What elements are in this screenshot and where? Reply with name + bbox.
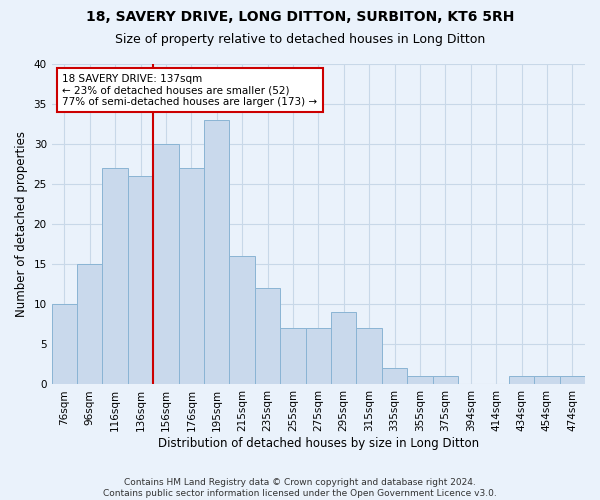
- Bar: [229, 256, 255, 384]
- Bar: [153, 144, 179, 384]
- Bar: [534, 376, 560, 384]
- Text: 18, SAVERY DRIVE, LONG DITTON, SURBITON, KT6 5RH: 18, SAVERY DRIVE, LONG DITTON, SURBITON,…: [86, 10, 514, 24]
- Bar: [280, 328, 305, 384]
- Bar: [407, 376, 433, 384]
- Bar: [128, 176, 153, 384]
- Bar: [560, 376, 585, 384]
- Bar: [433, 376, 458, 384]
- Bar: [52, 304, 77, 384]
- Bar: [103, 168, 128, 384]
- Text: Size of property relative to detached houses in Long Ditton: Size of property relative to detached ho…: [115, 32, 485, 46]
- Text: Contains HM Land Registry data © Crown copyright and database right 2024.
Contai: Contains HM Land Registry data © Crown c…: [103, 478, 497, 498]
- Bar: [331, 312, 356, 384]
- Bar: [356, 328, 382, 384]
- Text: 18 SAVERY DRIVE: 137sqm
← 23% of detached houses are smaller (52)
77% of semi-de: 18 SAVERY DRIVE: 137sqm ← 23% of detache…: [62, 74, 317, 107]
- X-axis label: Distribution of detached houses by size in Long Ditton: Distribution of detached houses by size …: [158, 437, 479, 450]
- Bar: [509, 376, 534, 384]
- Bar: [305, 328, 331, 384]
- Bar: [255, 288, 280, 384]
- Bar: [179, 168, 204, 384]
- Y-axis label: Number of detached properties: Number of detached properties: [15, 131, 28, 317]
- Bar: [204, 120, 229, 384]
- Bar: [382, 368, 407, 384]
- Bar: [77, 264, 103, 384]
